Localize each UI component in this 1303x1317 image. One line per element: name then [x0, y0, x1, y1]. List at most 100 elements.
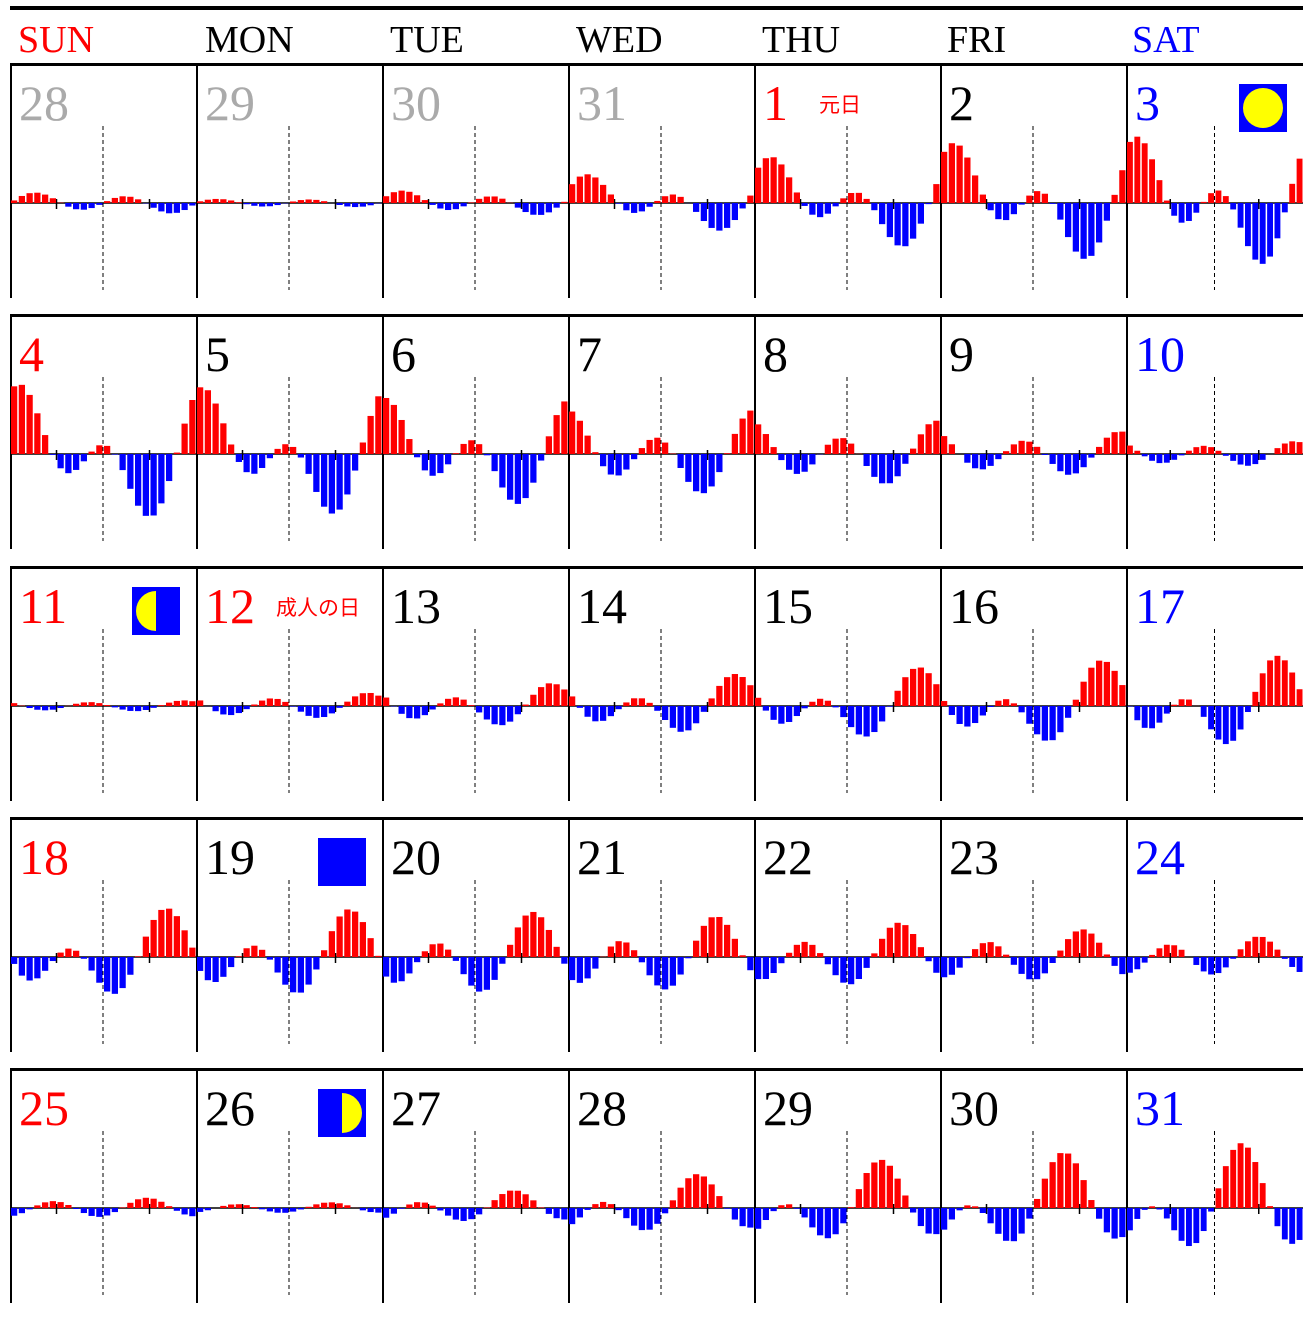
day-cell[interactable]: 31	[568, 64, 754, 298]
day-cell[interactable]: 9	[940, 315, 1126, 549]
tide-bar-rise	[321, 1202, 328, 1208]
day-cell[interactable]: 3	[1126, 64, 1303, 298]
tide-bar-fall	[429, 706, 436, 710]
tide-bar-fall	[677, 706, 684, 732]
day-cell[interactable]: 15	[754, 567, 940, 801]
day-cell[interactable]: 10	[1126, 315, 1303, 549]
tide-bar-fall	[336, 706, 343, 708]
tide-bar-fall	[801, 454, 808, 472]
tide-bar-rise	[235, 202, 242, 203]
day-cell[interactable]: 30	[940, 1069, 1126, 1303]
day-cell[interactable]: 30	[382, 64, 568, 298]
tide-bar-fall	[1003, 1208, 1010, 1241]
day-cell[interactable]: 24	[1126, 818, 1303, 1052]
day-cell[interactable]: 12 成人の日	[196, 567, 382, 801]
tide-bar-fall	[855, 957, 862, 980]
tide-bar-fall	[530, 454, 537, 483]
cell-border	[382, 64, 384, 298]
tide-bar-fall	[832, 1208, 839, 1235]
tide-bar-fall	[383, 957, 390, 977]
day-cell[interactable]: 31	[1126, 1069, 1303, 1303]
cell-border	[754, 1069, 756, 1303]
tide-bar-rise	[228, 200, 235, 203]
tide-bar-fall	[654, 1208, 661, 1224]
tide-bar-fall	[848, 957, 855, 985]
day-cell[interactable]: 4	[10, 315, 196, 549]
tide-bar-fall	[88, 203, 95, 209]
tide-bar-rise	[375, 955, 382, 957]
day-number: 6	[391, 326, 416, 382]
day-cell[interactable]: 26	[196, 1069, 382, 1303]
tide-bar-rise	[863, 198, 870, 203]
tide-bar-rise	[1252, 691, 1259, 706]
tide-bar-rise	[235, 956, 242, 957]
day-cell[interactable]: 14	[568, 567, 754, 801]
tide-bar-rise	[545, 436, 552, 454]
tide-bar-fall	[569, 1208, 576, 1225]
tide-bar-fall	[1267, 203, 1273, 257]
tide-bar-rise	[1003, 451, 1010, 454]
tide-bar-fall	[1111, 1208, 1118, 1239]
weekday-header-fri: FRI	[947, 19, 1006, 61]
tide-bar-fall	[26, 706, 33, 709]
tide-bar-rise	[429, 1205, 436, 1208]
tide-bar-rise	[197, 201, 204, 203]
tide-bar-rise	[166, 1206, 173, 1208]
day-cell[interactable]: 5	[196, 315, 382, 549]
day-cell[interactable]: 19	[196, 818, 382, 1052]
tide-bar-rise	[817, 698, 824, 706]
day-cell[interactable]: 6	[382, 315, 568, 549]
tide-bar-rise	[933, 184, 940, 203]
tide-bar-rise	[34, 192, 41, 203]
day-cell[interactable]: 27	[382, 1069, 568, 1303]
day-cell[interactable]: 21	[568, 818, 754, 1052]
cell-border	[940, 315, 942, 549]
day-cell[interactable]: 7	[568, 315, 754, 549]
tide-bar-rise	[305, 1206, 312, 1208]
day-cell[interactable]: 29	[754, 1069, 940, 1303]
tide-bar-rise	[259, 700, 266, 706]
tide-bar-fall	[491, 706, 498, 725]
day-cell[interactable]: 1 元日	[754, 64, 940, 298]
tide-bar-rise	[1178, 949, 1185, 957]
tide-bar-rise	[1237, 1143, 1244, 1208]
day-cell[interactable]: 11	[10, 567, 196, 801]
day-cell[interactable]: 20	[382, 818, 568, 1052]
day-number: 25	[19, 1080, 69, 1136]
day-cell[interactable]: 23	[940, 818, 1126, 1052]
day-cell[interactable]: 29	[196, 64, 382, 298]
tide-bar-rise	[468, 202, 475, 203]
tide-bar-rise	[1010, 444, 1017, 454]
day-cell[interactable]: 17	[1126, 567, 1303, 801]
day-number: 29	[763, 1080, 813, 1136]
day-cell[interactable]: 28	[10, 64, 196, 298]
tide-bar-fall	[142, 454, 149, 516]
tide-bar-fall	[677, 957, 684, 975]
day-cell[interactable]: 22	[754, 818, 940, 1052]
tide-bar-fall	[228, 706, 235, 716]
tide-bar-fall	[414, 957, 421, 963]
tide-bar-rise	[1252, 936, 1259, 957]
tide-bar-fall	[1103, 1208, 1110, 1233]
tide-bar-rise	[592, 177, 599, 203]
day-cell[interactable]: 28	[568, 1069, 754, 1303]
tide-bar-fall	[840, 706, 847, 718]
tide-bar-fall	[631, 1208, 638, 1226]
tide-bar-fall	[693, 203, 700, 212]
tide-bar-fall	[638, 1208, 645, 1231]
tide-bar-fall	[1127, 1208, 1133, 1231]
tide-bar-rise	[762, 434, 769, 454]
tide-bar-rise	[220, 199, 227, 203]
day-cell[interactable]: 16	[940, 567, 1126, 801]
tide-bar-fall	[297, 454, 304, 458]
tide-bar-rise	[770, 157, 777, 203]
day-cell[interactable]: 25	[10, 1069, 196, 1303]
week-top-rule	[10, 817, 1303, 820]
day-cell[interactable]: 13	[382, 567, 568, 801]
day-cell[interactable]: 2	[940, 64, 1126, 298]
day-cell[interactable]: 8	[754, 315, 940, 549]
tide-bar-fall	[1080, 454, 1087, 468]
day-cell[interactable]: 18	[10, 818, 196, 1052]
tide-bar-rise	[724, 677, 731, 706]
tide-bar-fall	[491, 454, 498, 472]
